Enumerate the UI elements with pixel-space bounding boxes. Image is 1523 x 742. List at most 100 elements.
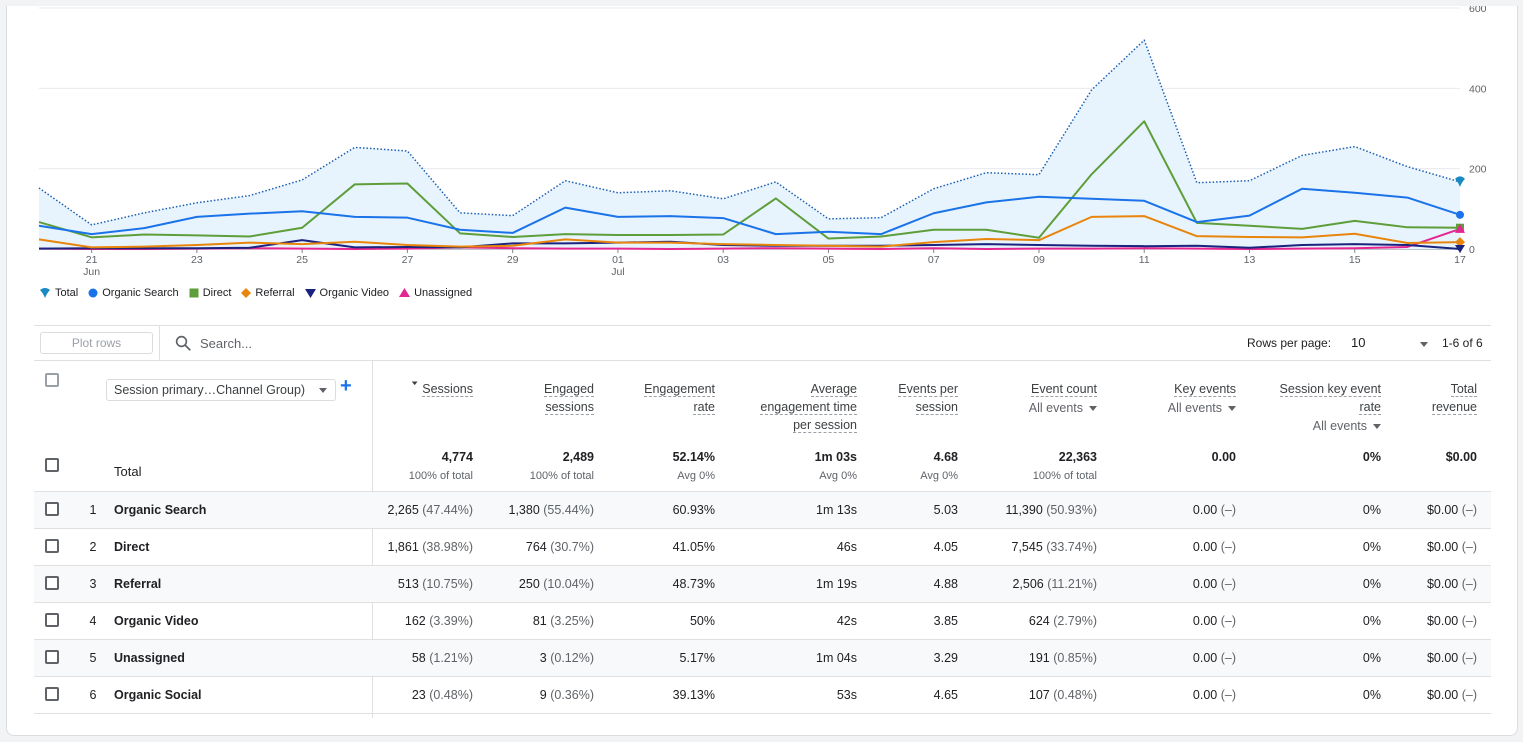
event-filter-select[interactable]: All events <box>947 399 1097 417</box>
table-cell: 0% <box>1363 614 1381 628</box>
column-title: session <box>915 400 958 415</box>
table-row[interactable]: 1 Organic Search 2,265 (47.44%) 1,380 (55.4… <box>34 492 1491 529</box>
table-cell: 46s <box>837 540 857 554</box>
row-checkbox[interactable] <box>45 576 59 590</box>
column-header-6[interactable]: Key events All events <box>1086 380 1236 417</box>
table-cell: 1m 13s <box>816 503 857 517</box>
event-filter-select[interactable]: All events <box>1231 417 1381 435</box>
chevron-down-icon <box>1089 405 1097 411</box>
channel-name: Direct <box>114 540 150 554</box>
channel-name: Organic Video <box>114 614 199 628</box>
cell-value: 1m 19s <box>816 577 857 591</box>
legend-item[interactable]: Total <box>39 287 78 299</box>
totals-checkbox[interactable] <box>45 458 59 472</box>
row-index: 1 <box>89 503 97 517</box>
row-checkbox[interactable] <box>45 539 59 553</box>
column-header-3[interactable]: Average engagement time per session <box>707 380 857 434</box>
cell-value: 9 <box>539 688 547 702</box>
sort-descending-icon[interactable]: 🢓 <box>411 381 419 396</box>
table-cell: 191 (0.85%) <box>1029 651 1097 665</box>
table-cell: 39.13% <box>673 688 715 702</box>
search-input[interactable] <box>200 335 600 351</box>
total-value: 0.00 <box>1211 450 1236 464</box>
table-cell: 4.88 <box>934 577 958 591</box>
table-cell: 764 (30.7%) <box>526 540 594 554</box>
table-cell: 162 (3.39%) <box>405 614 473 628</box>
cell-value: $0.00 <box>1426 540 1459 554</box>
column-title: Total <box>1450 382 1477 397</box>
cell-value: 191 <box>1028 651 1050 665</box>
table-row[interactable]: 3 Referral 513 (10.75%) 250 (10.04%) 48.73% 1… <box>34 566 1491 603</box>
column-header-1[interactable]: Engaged sessions <box>444 380 594 416</box>
cell-value: 0.00 <box>1192 651 1218 665</box>
rows-per-page-select[interactable]: 10 <box>1351 335 1366 350</box>
cell-share: (38.98%) <box>422 540 473 554</box>
total-value: 2,489 <box>562 450 594 464</box>
table-cell: 50% <box>690 614 715 628</box>
table-cell: 2,506 (11.21%) <box>1012 577 1097 591</box>
table-cell: 1,861 (38.98%) <box>388 540 474 554</box>
table-row[interactable]: 5 Unassigned 58 (1.21%) 3 (0.12%) 5.17% 1m 04… <box>34 640 1491 677</box>
cell-value: 0% <box>1362 577 1381 591</box>
legend-label: Organic Search <box>102 287 179 299</box>
row-checkbox[interactable] <box>45 613 59 627</box>
cell-value: 46s <box>836 540 857 554</box>
cell-value: $0.00 <box>1426 577 1459 591</box>
table-cell: 1,380 (55.44%) <box>509 503 595 517</box>
table-cell: 0% <box>1363 688 1381 702</box>
cell-share: (–) <box>1461 651 1477 665</box>
legend-item[interactable]: Organic Video <box>304 287 389 299</box>
select-all-checkbox[interactable] <box>45 373 59 387</box>
x-tick-day: 17 <box>1454 254 1466 266</box>
legend-item[interactable]: Referral <box>241 287 295 299</box>
cell-value: 1m 04s <box>816 651 857 665</box>
x-tick-day: 25 <box>296 254 308 266</box>
add-dimension-icon[interactable]: + <box>340 375 352 397</box>
column-title: rate <box>693 400 715 415</box>
table-row[interactable]: 2 Direct 1,861 (38.98%) 764 (30.7%) 41.05% 46… <box>34 529 1491 566</box>
x-tick-day: 07 <box>928 254 940 266</box>
cell-value: 60.93% <box>672 503 715 517</box>
legend-item[interactable]: Unassigned <box>399 287 472 299</box>
row-checkbox[interactable] <box>45 502 59 516</box>
table-cell: 0% <box>1363 577 1381 591</box>
column-header-8[interactable]: Total revenue <box>1327 380 1477 416</box>
column-header-0[interactable]: 🢓 Sessions <box>323 380 473 398</box>
table-row[interactable]: 6 Organic Social 23 (0.48%) 9 (0.36%) 39.13%… <box>34 677 1491 714</box>
row-checkbox[interactable] <box>45 650 59 664</box>
event-filter-select[interactable]: All events <box>1086 399 1236 417</box>
cell-share: (–) <box>1220 688 1236 702</box>
cell-share: (0.85%) <box>1053 651 1097 665</box>
totals-label: Total <box>114 464 142 479</box>
rows-per-page-label: Rows per page: <box>1247 336 1332 350</box>
y-tick-label: 0 <box>1469 244 1475 256</box>
column-header-4[interactable]: Events per session <box>808 380 958 416</box>
row-checkbox[interactable] <box>45 687 59 701</box>
dimension-select[interactable]: Session primary…Channel Group) <box>106 379 336 401</box>
legend-item[interactable]: Organic Search <box>88 287 179 299</box>
cell-value: 107 <box>1028 688 1050 702</box>
total-subtext: Avg 0% <box>677 470 715 482</box>
cell-value: 624 <box>1028 614 1050 628</box>
table-cell: 0.00 (–) <box>1193 614 1236 628</box>
column-title: Engaged <box>543 382 594 397</box>
cell-share: (11.21%) <box>1047 577 1097 591</box>
table-row[interactable]: 4 Organic Video 162 (3.39%) 81 (3.25%) 50% 42… <box>34 603 1491 640</box>
y-tick-label: 600 <box>1469 6 1487 15</box>
column-header-7[interactable]: Session key event rate All events <box>1231 380 1381 435</box>
cell-value: 2,265 <box>387 503 419 517</box>
column-header-5[interactable]: Event count All events <box>947 380 1097 417</box>
table-cell: 513 (10.75%) <box>398 577 473 591</box>
x-tick-day: 29 <box>507 254 519 266</box>
event-filter-label: All events <box>1312 419 1367 433</box>
cell-share: (–) <box>1220 503 1236 517</box>
cell-value: $0.00 <box>1426 651 1459 665</box>
plot-rows-button[interactable]: Plot rows <box>40 332 153 354</box>
total-subtext: Avg 0% <box>920 470 958 482</box>
column-header-2[interactable]: Engagement rate <box>565 380 715 416</box>
cell-share: (–) <box>1461 614 1477 628</box>
total-subtext: 100% of total <box>408 470 473 482</box>
rows-per-page-caret-icon[interactable] <box>1420 342 1428 347</box>
column-title: Engagement <box>644 382 715 397</box>
legend-item[interactable]: Direct <box>189 287 231 299</box>
